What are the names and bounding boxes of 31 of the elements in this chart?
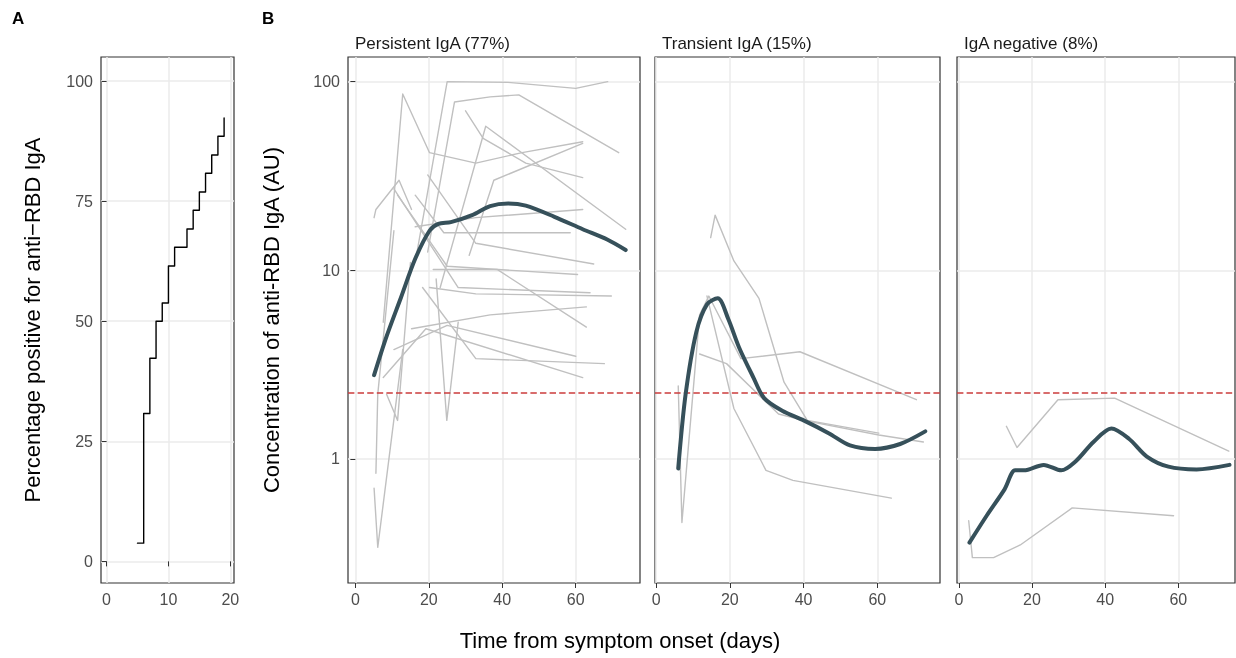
x-tick-label: 40 xyxy=(493,590,512,608)
x-axis-title: Time from symptom onset (days) xyxy=(459,627,781,653)
x-tick-label: 40 xyxy=(794,590,813,608)
y-tick-label: 10 xyxy=(322,261,341,279)
x-tick-label: 20 xyxy=(1023,590,1041,608)
y-tick-label: 25 xyxy=(75,432,94,450)
x-tick-label: 60 xyxy=(566,590,585,608)
text: B xyxy=(262,9,275,28)
y-axis-title: Percentage positive for anti−RBD IgA xyxy=(19,137,45,503)
y-tick-label: 75 xyxy=(75,192,94,210)
x-tick-label: 60 xyxy=(1169,590,1188,608)
x-tick-label: 20 xyxy=(419,590,438,608)
x-tick-label: 10 xyxy=(159,590,178,608)
y-tick-label: 50 xyxy=(75,312,94,330)
x-tick-label: 60 xyxy=(868,590,887,608)
chart-title: Transient IgA (15%) xyxy=(662,34,812,53)
y-tick-label: 0 xyxy=(84,552,94,570)
x-tick-label: 20 xyxy=(221,590,240,608)
x-tick-label: 20 xyxy=(720,590,739,608)
x-tick-label: 0 xyxy=(102,590,112,608)
x-tick-label: 0 xyxy=(651,590,661,608)
y-tick-label: 100 xyxy=(66,72,94,90)
y-tick-label: 100 xyxy=(313,73,341,91)
y-tick-label: 1 xyxy=(331,450,341,468)
chart-title: IgA negative (8%) xyxy=(964,34,1099,53)
x-tick-label: 0 xyxy=(954,590,964,608)
x-tick-label: 40 xyxy=(1096,590,1115,608)
x-tick-label: 0 xyxy=(350,590,360,608)
chart-title: Persistent IgA (77%) xyxy=(355,34,510,53)
y-axis-title: Concentration of anti-RBD IgA (AU) xyxy=(258,146,284,494)
text: A xyxy=(12,9,25,28)
